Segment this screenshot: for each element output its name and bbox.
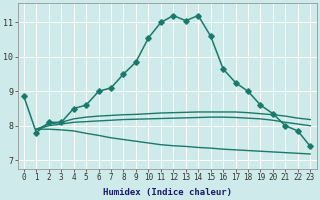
X-axis label: Humidex (Indice chaleur): Humidex (Indice chaleur) bbox=[103, 188, 232, 197]
